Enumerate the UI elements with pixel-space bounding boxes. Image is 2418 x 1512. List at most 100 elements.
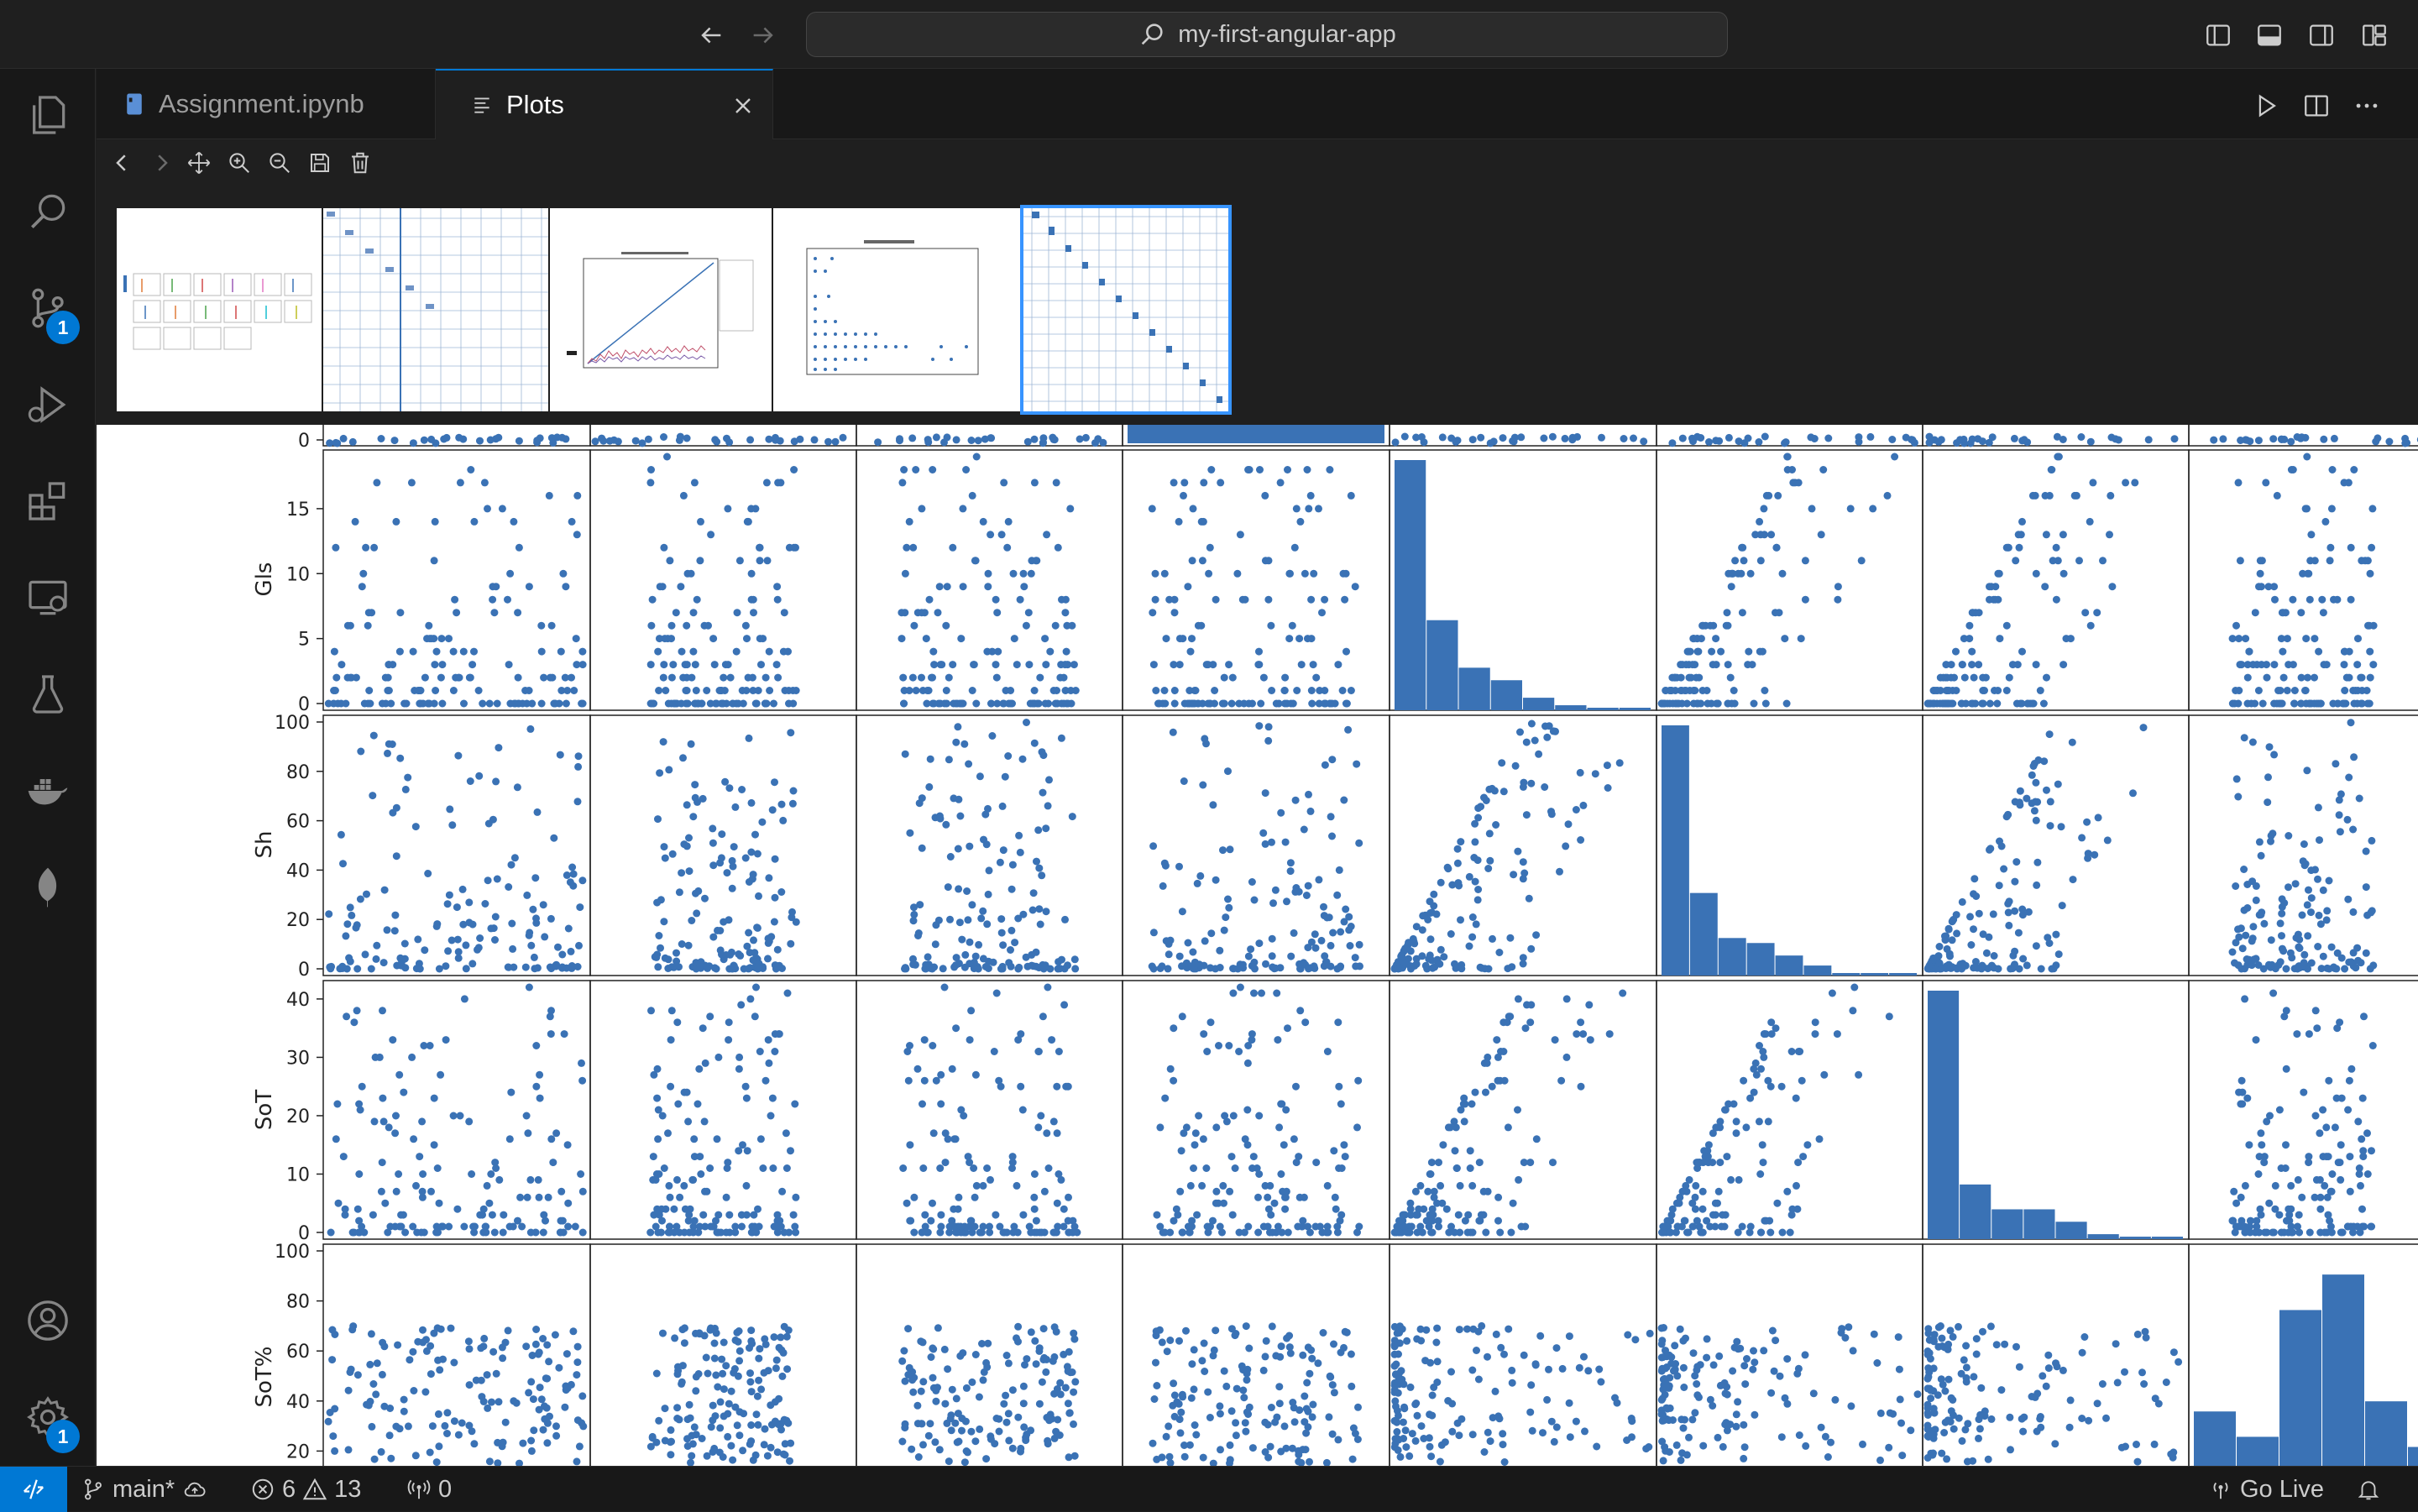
scatter-point xyxy=(2042,1382,2050,1390)
scatter-point xyxy=(2295,1211,2303,1219)
plot-thumbnail-selected[interactable] xyxy=(1020,205,1232,415)
ports-indicator[interactable]: 0 xyxy=(406,1467,452,1512)
scatter-point xyxy=(1194,699,1202,708)
tab-plots[interactable]: Plots xyxy=(436,69,773,139)
scatter-point xyxy=(1216,964,1224,971)
toggle-secondary-sidebar-icon[interactable] xyxy=(2305,18,2338,52)
remote-explorer-icon[interactable] xyxy=(21,571,75,625)
zoom-in-icon[interactable] xyxy=(222,146,256,180)
back-arrow-icon[interactable] xyxy=(694,18,728,52)
scatter-point xyxy=(1295,960,1304,968)
mongodb-leaf-icon[interactable] xyxy=(21,861,75,914)
scatter-point xyxy=(964,1153,972,1161)
scatter-point xyxy=(1281,838,1290,846)
scatter-point xyxy=(1422,1216,1431,1225)
extensions-icon[interactable] xyxy=(21,474,75,528)
scatter-point xyxy=(1264,595,1273,604)
plot-thumbnail[interactable] xyxy=(117,208,322,411)
toggle-primary-sidebar-icon[interactable] xyxy=(2201,18,2235,52)
y-label-sh: Sh xyxy=(252,831,277,859)
testing-flask-icon[interactable] xyxy=(21,667,75,721)
toggle-panel-icon[interactable] xyxy=(2253,18,2286,52)
notifications-bell-icon[interactable] xyxy=(2356,1467,2381,1512)
plot-thumbnail[interactable] xyxy=(323,208,548,411)
split-editor-icon[interactable] xyxy=(2298,87,2335,124)
scatter-point xyxy=(1985,438,1993,447)
close-icon[interactable] xyxy=(730,92,756,119)
branch-indicator[interactable]: main* xyxy=(81,1467,208,1512)
search-icon[interactable] xyxy=(21,185,75,238)
scatter-point xyxy=(2084,854,2092,862)
command-center-search[interactable]: my-first-angular-app xyxy=(806,12,1728,57)
scatter-point xyxy=(2297,673,2305,682)
scatter-point xyxy=(1671,1342,1679,1350)
scatter-point xyxy=(1760,1053,1768,1061)
scatter-point xyxy=(2287,1222,2295,1231)
scatter-point xyxy=(2335,796,2343,804)
scatter-point xyxy=(2341,965,2349,973)
explorer-icon[interactable] xyxy=(21,88,75,142)
scatter-point xyxy=(735,1065,743,1073)
save-plot-icon[interactable] xyxy=(303,146,337,180)
y-tick-label: 20 xyxy=(286,910,310,931)
customize-layout-icon[interactable] xyxy=(2358,18,2391,52)
scatter-point xyxy=(468,661,477,669)
pan-icon[interactable] xyxy=(182,146,216,180)
scatter-point xyxy=(2281,1164,2290,1172)
scatter-point xyxy=(1285,635,1294,643)
scatter-point xyxy=(683,699,692,708)
forward-arrow-icon[interactable] xyxy=(746,18,780,52)
scatter-point xyxy=(2232,939,2240,947)
scatter-point xyxy=(1794,1159,1803,1167)
problems-indicator[interactable]: 6 13 xyxy=(250,1467,361,1512)
scatter-point xyxy=(1820,1070,1829,1079)
scatter-point xyxy=(339,860,347,868)
scatter-point xyxy=(468,960,477,968)
scatter-point xyxy=(1619,989,1627,997)
plot-thumbnail[interactable] xyxy=(773,208,1022,411)
previous-plot-icon[interactable] xyxy=(105,146,139,180)
scatter-point xyxy=(711,436,720,444)
account-icon[interactable] xyxy=(21,1294,75,1347)
remote-indicator-icon[interactable] xyxy=(0,1467,67,1512)
scatter-point xyxy=(701,1059,709,1067)
scatter-point xyxy=(2307,894,2316,902)
more-actions-icon[interactable] xyxy=(2348,87,2385,124)
scatter-point xyxy=(1907,1426,1915,1435)
scatter-point xyxy=(944,1135,952,1143)
scatter-point xyxy=(2228,948,2237,956)
scatter-point xyxy=(366,1360,374,1368)
scatter-point xyxy=(527,1436,536,1445)
scatter-point xyxy=(926,1420,934,1428)
scatter-point xyxy=(1158,962,1166,971)
next-plot-icon[interactable] xyxy=(145,146,179,180)
plot-thumbnail[interactable] xyxy=(550,208,772,411)
zoom-out-icon[interactable] xyxy=(263,146,296,180)
run-debug-icon[interactable] xyxy=(21,378,75,432)
delete-plot-icon[interactable] xyxy=(343,146,377,180)
run-icon[interactable] xyxy=(2248,87,2285,124)
scatter-point xyxy=(2316,1205,2325,1213)
tab-assignment-notebook[interactable]: Assignment.ipynb xyxy=(97,69,436,139)
branch-name: main* xyxy=(113,1475,175,1503)
source-control-icon[interactable] xyxy=(21,281,75,335)
go-live-button[interactable]: Go Live xyxy=(2208,1467,2324,1512)
scatter-point xyxy=(1943,1455,1951,1463)
scatter-point xyxy=(755,1354,763,1363)
docker-icon[interactable] xyxy=(21,764,75,818)
scatter-point xyxy=(1051,699,1060,708)
scatter-point xyxy=(944,883,952,892)
scatter-point xyxy=(2303,505,2311,513)
scatter-point xyxy=(1984,1455,1992,1463)
scatter-point xyxy=(929,1129,938,1138)
scatter-point xyxy=(646,1228,655,1237)
scatter-point xyxy=(740,965,748,973)
scatter-point xyxy=(1216,1402,1224,1410)
scatter-point xyxy=(557,1187,566,1195)
scatter-point xyxy=(959,505,967,513)
scatter-point xyxy=(1224,767,1232,776)
scatter-point xyxy=(2363,1129,2371,1138)
scatter-point xyxy=(1477,433,1485,442)
scatter-point xyxy=(1053,687,1060,694)
scatter-point xyxy=(1448,881,1457,889)
